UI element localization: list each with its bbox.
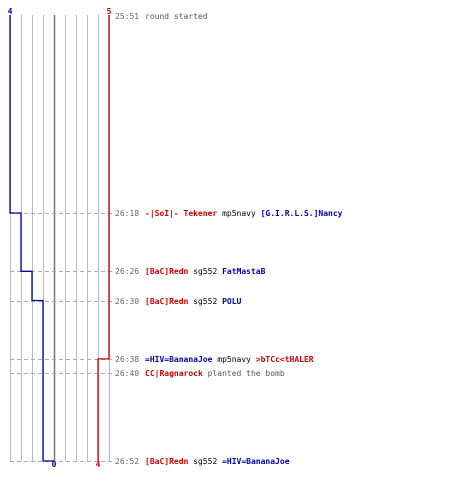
event-entry: 26:52 [BaC]Redn sg552 =HIV=BananaJoe <box>115 457 290 466</box>
event-text-part: mp5navy <box>212 355 255 364</box>
event-time: 26:40 <box>115 369 139 378</box>
event-text-part: [BaC]Redn <box>145 457 189 466</box>
event-description: CC|Ragnarock planted the bomb <box>145 369 285 378</box>
event-entry: 26:38 =HIV=BananaJoe mp5navy >bTCc<tHALER <box>115 355 314 364</box>
event-time: 26:30 <box>115 297 139 306</box>
red-end-count-label: 4 <box>96 460 101 469</box>
event-entry: 26:30 [BaC]Redn sg552 POLU <box>115 297 242 306</box>
event-text-part: [BaC]Redn <box>145 267 189 276</box>
event-text-part: planted the bomb <box>203 369 285 378</box>
blue-end-count-label: 0 <box>52 460 57 469</box>
event-text-part: POLU <box>222 297 241 306</box>
event-description: [BaC]Redn sg552 =HIV=BananaJoe <box>145 457 290 466</box>
event-text-part: sg552 <box>188 457 222 466</box>
event-description: -|SoI|- Tekener mp5navy [G.I.R.L.S.]Nanc… <box>145 209 343 218</box>
red-start-count-label: 5 <box>107 7 112 16</box>
event-text-part: [BaC]Redn <box>145 297 189 306</box>
event-entry: 26:26 [BaC]Redn sg552 FatMastaB <box>115 267 266 276</box>
event-text-part: -|SoI|- Tekener <box>145 209 217 218</box>
team-count-series <box>9 15 110 462</box>
event-description: [BaC]Redn sg552 FatMastaB <box>145 267 266 276</box>
event-description: round started <box>145 12 208 21</box>
event-entry: 26:40 CC|Ragnarock planted the bomb <box>115 369 285 378</box>
event-text-part: [G.I.R.L.S.]Nancy <box>261 209 343 218</box>
event-guide-lines <box>10 213 112 462</box>
event-time: 25:51 <box>115 12 139 21</box>
event-text-part: FatMastaB <box>222 267 266 276</box>
event-time: 26:38 <box>115 355 139 364</box>
event-entry: 26:18 -|SoI|- Tekener mp5navy [G.I.R.L.S.… <box>115 209 343 218</box>
event-log: 25:51 round started 26:18 -|SoI|- Tekener m… <box>115 12 343 466</box>
event-time: 26:52 <box>115 457 139 466</box>
event-description: =HIV=BananaJoe mp5navy >bTCc<tHALER <box>145 355 314 364</box>
player-count-grid <box>10 15 110 461</box>
event-text-part: =HIV=BananaJoe <box>145 355 213 364</box>
event-text-part: =HIV=BananaJoe <box>222 457 290 466</box>
event-entry: 25:51 round started <box>115 12 208 21</box>
blue-start-count-label: 4 <box>8 7 13 16</box>
event-text-part: sg552 <box>188 267 222 276</box>
event-text-part: round started <box>145 12 208 21</box>
event-description: [BaC]Redn sg552 POLU <box>145 297 242 306</box>
red-team-count-line <box>97 15 110 461</box>
blue-team-count-line <box>9 15 54 462</box>
event-text-part: mp5navy <box>217 209 260 218</box>
event-time: 26:18 <box>115 209 139 218</box>
event-time: 26:26 <box>115 267 139 276</box>
event-text-part: CC|Ragnarock <box>145 369 203 378</box>
team-count-labels: 4 0 5 4 <box>8 7 112 469</box>
event-text-part: >bTCc<tHALER <box>256 355 314 364</box>
event-text-part: sg552 <box>188 297 222 306</box>
